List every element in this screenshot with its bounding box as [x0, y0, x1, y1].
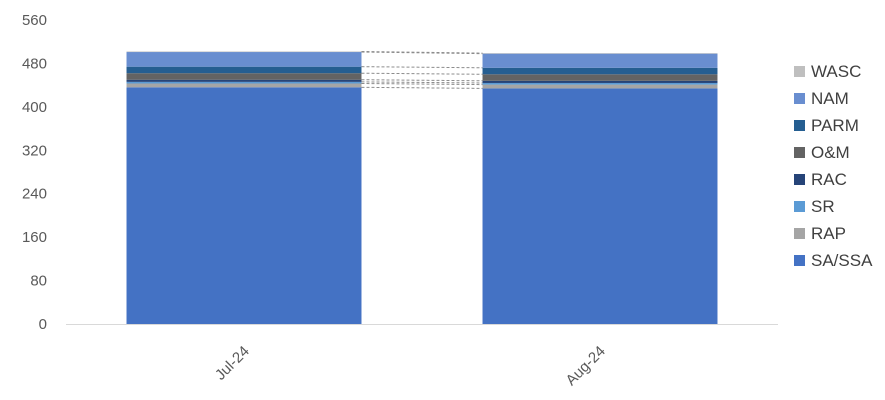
series-line [361, 86, 483, 89]
bar-segment-o-m [482, 74, 718, 81]
bar-segment-rap [482, 84, 718, 89]
legend-label: O&M [811, 143, 850, 162]
series-line [361, 79, 483, 82]
y-tick-label: 0 [39, 316, 47, 333]
y-tick-label: 400 [22, 99, 47, 116]
legend-label: RAC [811, 170, 847, 189]
legend: WASC NAM PARM O&M RAC SR RAP SA/SSA [794, 62, 873, 270]
series-line [361, 72, 483, 75]
bar-segment-rap [126, 83, 362, 88]
series-line [361, 83, 483, 86]
y-tick-label: 80 [30, 273, 47, 290]
bar-segment-wasc [482, 53, 718, 54]
legend-label: WASC [811, 62, 861, 81]
bar-segment-rac [126, 79, 362, 82]
bar-segment-parm [482, 67, 718, 75]
y-tick-label: 160 [22, 229, 47, 246]
legend-label: NAM [811, 89, 849, 108]
legend-swatch-sa-ssa [794, 255, 805, 266]
series-line [361, 81, 483, 84]
legend-label: PARM [811, 116, 859, 135]
series-line [361, 50, 483, 54]
y-tick-label: 560 [22, 12, 47, 29]
legend-swatch-wasc [794, 66, 805, 77]
bar-segment-rac [482, 80, 718, 83]
y-tick-label: 320 [22, 142, 47, 159]
legend-swatch-sr [794, 201, 805, 212]
series-line [361, 66, 483, 69]
bar-segment-nam [126, 52, 362, 67]
series-line [361, 51, 483, 55]
bar-segment-o-m [126, 73, 362, 80]
bar-segment-nam [482, 53, 718, 68]
x-tick-label: Jul-24 [212, 343, 253, 384]
bar-segment-parm [126, 66, 362, 74]
bar-segment-sr [126, 81, 362, 84]
bar-segment-sr [482, 82, 718, 85]
plot-area [126, 50, 718, 325]
legend-label: SR [811, 197, 835, 216]
legend-swatch-nam [794, 93, 805, 104]
legend-swatch-rap [794, 228, 805, 239]
legend-swatch-o-m [794, 147, 805, 158]
legend-swatch-parm [794, 120, 805, 131]
legend-swatch-rac [794, 174, 805, 185]
bar-segment-sa-ssa [126, 87, 362, 324]
legend-label: SA/SSA [811, 251, 873, 270]
legend-label: RAP [811, 224, 846, 243]
y-tick-label: 480 [22, 55, 47, 72]
bar-segment-wasc [126, 51, 362, 53]
y-tick-label: 240 [22, 186, 47, 203]
bar-segment-sa-ssa [482, 88, 718, 325]
x-tick-label: Aug-24 [563, 343, 609, 389]
